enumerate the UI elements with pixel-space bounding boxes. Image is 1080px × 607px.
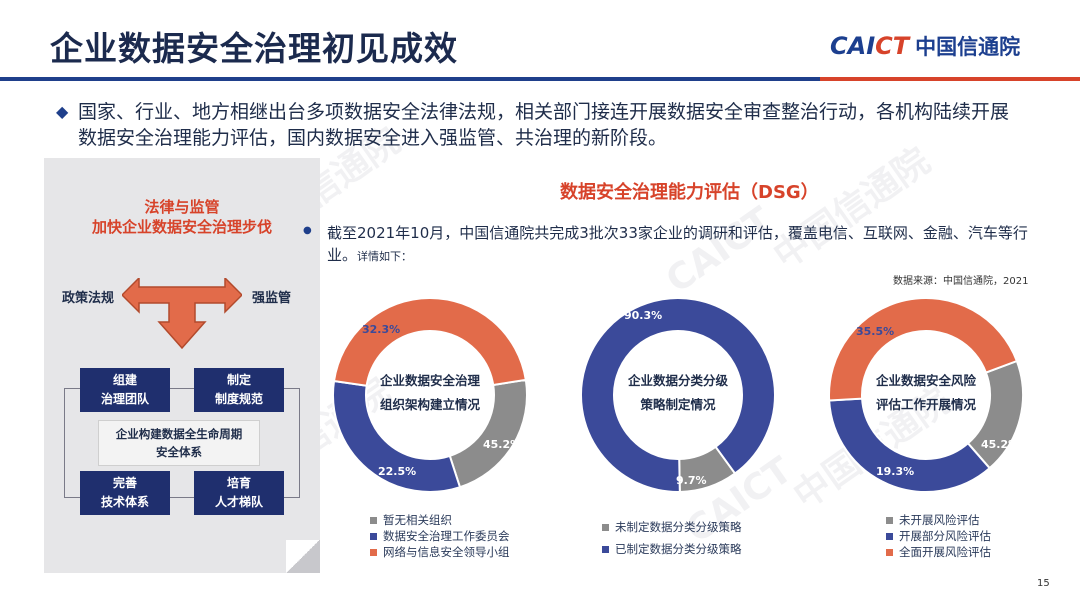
statement: 截至2021年10月，中国信通院共完成3批次33家企业的调研和评估，覆盖电信、互…	[327, 222, 1047, 268]
t-arrow-icon	[122, 278, 242, 350]
legend-risk: 未开展风险评估 开展部分风险评估 全面开展风险评估	[886, 512, 991, 560]
legend-org: 暂无相关组织 数据安全治理工作委员会 网络与信息安全领导小组	[370, 512, 510, 560]
donut-svg	[580, 297, 776, 494]
legend-item: 数据安全治理工作委员会	[370, 528, 510, 544]
header-rule	[0, 77, 1080, 81]
section-title: 数据安全治理能力评估（DSG）	[560, 182, 819, 203]
legend-item: 已制定数据分类分级策略	[602, 538, 742, 560]
box-tech-system: 完善 技术体系	[80, 471, 170, 515]
dot-bullet-icon: ●	[303, 225, 312, 236]
legend-item: 未制定数据分类分级策略	[602, 516, 742, 538]
logo-cn-text: 中国信通院	[915, 35, 1021, 59]
donut-slice	[828, 297, 1019, 402]
value-label: 45.2%	[981, 438, 1020, 451]
center-lifecycle-box: 企业构建数据全生命周期 安全体系	[98, 420, 260, 466]
value-label: 45.2%	[483, 438, 522, 451]
donut-title: 企业数据安全风险 评估工作开展情况	[875, 373, 976, 412]
value-label: 22.5%	[378, 465, 417, 478]
donut-chart-risk: 企业数据安全风险 评估工作开展情况	[826, 295, 1026, 495]
value-label: 19.3%	[876, 465, 915, 478]
connector-line	[64, 388, 300, 498]
legend-item: 开展部分风险评估	[886, 528, 991, 544]
value-label: 9.7%	[676, 474, 707, 487]
donut-slice	[580, 297, 776, 493]
value-label: 90.3%	[624, 309, 663, 322]
value-label: 32.3%	[362, 323, 401, 336]
donut-title: 企业数据安全治理 组织架构建立情况	[379, 373, 480, 412]
left-panel: 法律与监管 加快企业数据安全治理步伐 政策法规 强监管 组建 治理团队 制定 制度规…	[44, 158, 320, 573]
page-fold	[286, 540, 320, 573]
box-talent: 培育 人才梯队	[194, 471, 284, 515]
data-source: 数据来源：中国信通院，2021	[893, 276, 1029, 287]
donut-chart-org: 企业数据安全治理 组织架构建立情况	[330, 295, 530, 495]
intro-text: 国家、行业、地方相继出台多项数据安全法律法规，相关部门接连开展数据安全审查整治行…	[78, 101, 1010, 149]
regulation-label: 强监管	[252, 291, 292, 306]
box-policy-norms: 制定 制度规范	[194, 368, 284, 412]
intro-paragraph: ◆ 国家、行业、地方相继出台多项数据安全法律法规，相关部门接连开展数据安全审查整…	[56, 99, 1026, 151]
page-title: 企业数据安全治理初见成效	[50, 29, 458, 68]
box-governance-team: 组建 治理团队	[80, 368, 170, 412]
legend-classification: 未制定数据分类分级策略 已制定数据分类分级策略	[602, 516, 742, 560]
donut-slice	[828, 397, 992, 493]
donut-svg	[332, 297, 528, 493]
statement-text: 截至2021年10月，中国信通院共完成3批次33家企业的调研和评估，覆盖电信、互…	[327, 224, 1028, 264]
legend-item: 暂无相关组织	[370, 512, 510, 528]
panel-subheading: 加快企业数据安全治理步伐	[91, 218, 272, 236]
donut-chart-classification: 企业数据分类分级 策略制定情况	[578, 295, 778, 495]
donut-slice	[332, 297, 527, 387]
logo-wordmark: CAICT	[830, 32, 910, 60]
diamond-bullet-icon: ◆	[56, 102, 69, 121]
legend-item: 网络与信息安全领导小组	[370, 544, 510, 560]
donut-svg	[828, 297, 1024, 493]
caict-logo: CAICT 中国信通院	[830, 30, 1020, 62]
statement-detail: 详情如下：	[357, 250, 413, 263]
page-number: 15	[1037, 578, 1050, 589]
donut-title: 企业数据分类分级 策略制定情况	[627, 373, 728, 412]
legend-item: 未开展风险评估	[886, 512, 991, 528]
panel-heading: 法律与监管	[144, 198, 220, 216]
header-rule-accent	[820, 77, 1080, 81]
policy-label: 政策法规	[62, 291, 115, 306]
value-label: 35.5%	[856, 325, 895, 338]
legend-item: 全面开展风险评估	[886, 544, 991, 560]
